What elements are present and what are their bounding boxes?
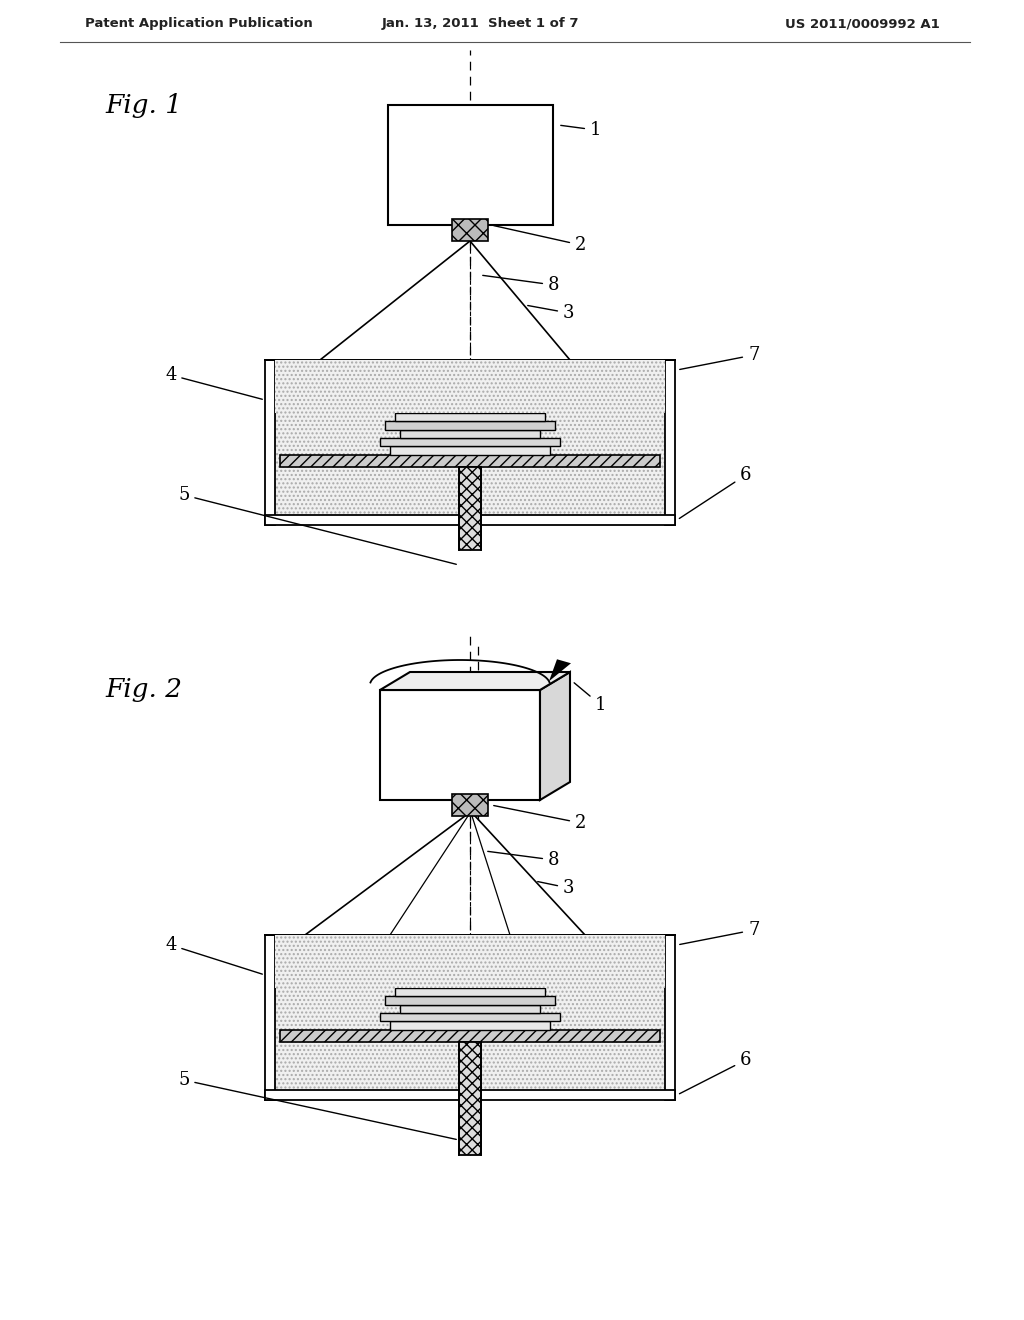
Text: 6: 6: [680, 1051, 752, 1094]
Text: 3: 3: [538, 879, 574, 898]
Text: 6: 6: [679, 466, 752, 519]
Bar: [380, 1012, 560, 1020]
Text: 1: 1: [561, 121, 601, 139]
Bar: [390, 446, 550, 455]
Polygon shape: [380, 672, 570, 690]
Polygon shape: [549, 659, 571, 681]
Text: 4: 4: [165, 366, 262, 399]
Bar: [388, 106, 553, 224]
Bar: [265, 935, 275, 1100]
Polygon shape: [380, 690, 540, 800]
Bar: [385, 421, 555, 430]
Text: 5: 5: [178, 486, 457, 565]
Bar: [452, 795, 488, 816]
Text: 5: 5: [178, 1071, 457, 1139]
Text: 8: 8: [482, 276, 559, 294]
Bar: [275, 360, 665, 515]
Bar: [665, 360, 675, 525]
Bar: [459, 467, 481, 550]
Text: 3: 3: [527, 304, 574, 322]
Bar: [400, 1005, 540, 1012]
Text: 8: 8: [487, 851, 559, 869]
Text: US 2011/0009992 A1: US 2011/0009992 A1: [785, 17, 940, 30]
Bar: [265, 360, 275, 525]
Bar: [665, 935, 675, 1100]
Bar: [459, 1088, 481, 1102]
Bar: [395, 413, 545, 421]
Polygon shape: [540, 672, 570, 800]
Text: 1: 1: [574, 682, 606, 714]
Text: Fig. 2: Fig. 2: [105, 677, 182, 702]
Text: 4: 4: [165, 936, 262, 974]
Text: Jan. 13, 2011  Sheet 1 of 7: Jan. 13, 2011 Sheet 1 of 7: [381, 17, 579, 30]
Bar: [265, 1090, 675, 1100]
Bar: [395, 987, 545, 997]
Bar: [275, 935, 665, 987]
Text: Fig. 1: Fig. 1: [105, 92, 182, 117]
Bar: [390, 1020, 550, 1030]
Bar: [275, 935, 665, 1090]
Bar: [385, 997, 555, 1005]
Text: 7: 7: [680, 346, 760, 370]
Bar: [280, 455, 660, 467]
Bar: [459, 513, 481, 527]
Bar: [452, 219, 488, 242]
Text: 2: 2: [494, 805, 587, 832]
Bar: [280, 1030, 660, 1041]
Bar: [459, 1041, 481, 1155]
Bar: [400, 430, 540, 438]
Text: 2: 2: [494, 226, 587, 253]
Bar: [380, 438, 560, 446]
Bar: [265, 515, 675, 525]
Text: Patent Application Publication: Patent Application Publication: [85, 17, 312, 30]
Bar: [275, 360, 665, 413]
Text: 7: 7: [680, 921, 760, 945]
